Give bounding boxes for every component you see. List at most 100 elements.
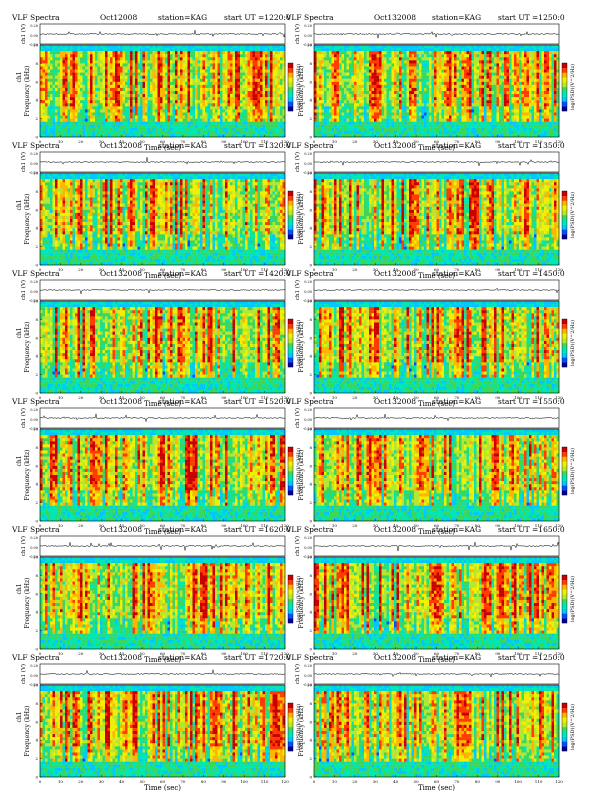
spectrogram-cell <box>185 60 188 63</box>
spectrogram-cell <box>65 106 68 109</box>
spectrogram-cell <box>115 119 118 122</box>
spectrogram-cell <box>48 97 51 100</box>
spectrogram-cell <box>173 119 176 122</box>
spectrogram-cell <box>188 88 191 91</box>
spectrogram-cell <box>128 85 131 88</box>
spectrogram-cell <box>60 76 63 79</box>
spectrogram-cell <box>240 119 243 122</box>
spectrogram-cell <box>45 66 48 69</box>
spectrogram-cell <box>230 91 233 94</box>
spectrogram-cell <box>43 122 46 125</box>
spectrogram-cell <box>53 88 56 91</box>
spectrogram-cell <box>80 134 83 137</box>
spectrogram-cell <box>195 94 198 97</box>
spectrogram-cell <box>170 76 173 79</box>
spectrogram-cell <box>75 82 78 85</box>
spectrogram-cell <box>203 125 206 128</box>
spectrogram-cell <box>153 106 156 109</box>
spectrogram-cell <box>163 51 166 54</box>
spectrogram-cell <box>168 63 171 66</box>
spectrogram-cell <box>145 128 148 131</box>
spectrogram-cell <box>95 103 98 106</box>
spectrogram-cell <box>148 100 151 103</box>
spectrogram-cell <box>230 97 233 100</box>
spectrogram-cell <box>120 76 123 79</box>
spectrogram-cell <box>110 85 113 88</box>
spectrogram-cell <box>80 94 83 97</box>
spectrogram-cell <box>105 94 108 97</box>
spectrogram-cell <box>155 66 158 69</box>
spectrogram-cell <box>45 70 48 73</box>
spectrogram-cell <box>78 91 81 94</box>
spectrogram-cell <box>78 60 81 63</box>
spectrogram-cell <box>63 48 66 51</box>
spectrogram-cell <box>68 76 71 79</box>
spectrogram-cell <box>163 63 166 66</box>
spectrogram-cell <box>228 109 231 112</box>
spectrogram-cell <box>73 100 76 103</box>
spectrogram-cell <box>165 134 168 137</box>
spectrogram-cell <box>238 125 241 128</box>
spectrogram-cell <box>145 45 148 48</box>
spectrogram-cell <box>173 91 176 94</box>
spectrogram-cell <box>178 106 181 109</box>
spectrogram-cell <box>130 54 133 57</box>
spectrogram-cell <box>233 106 236 109</box>
spectrogram-cell <box>68 116 71 119</box>
spectrogram-cell <box>208 70 211 73</box>
spectrogram-cell <box>230 131 233 134</box>
spectrogram-cell <box>153 60 156 63</box>
spectrogram-cell <box>220 54 223 57</box>
spectrogram-cell <box>135 63 138 66</box>
spectrogram-cell <box>158 106 161 109</box>
spectrogram-cell <box>65 88 68 91</box>
spectrogram-cell <box>60 57 63 60</box>
spectrogram-cell <box>153 45 156 48</box>
spectrogram-cell <box>160 91 163 94</box>
spectrogram-cell <box>220 106 223 109</box>
spectrogram-cell <box>78 48 81 51</box>
spectrogram-cell <box>223 91 226 94</box>
spectrogram-cell <box>180 54 183 57</box>
spectrogram-cell <box>43 103 46 106</box>
spectrogram-cell <box>110 63 113 66</box>
spectrogram-cell <box>160 51 163 54</box>
spectrogram-cell <box>215 70 218 73</box>
spectrogram-cell <box>223 70 226 73</box>
spectrogram-cell <box>140 128 143 131</box>
spectrogram-cell <box>125 66 128 69</box>
spectrogram-cell <box>85 97 88 100</box>
spectrogram-cell <box>78 54 81 57</box>
spectrogram-cell <box>163 57 166 60</box>
spectrogram-cell <box>90 100 93 103</box>
spectrogram-cell <box>103 45 106 48</box>
spectrogram-cell <box>185 125 188 128</box>
spectrogram-cell <box>153 122 156 125</box>
spectrogram-cell <box>230 112 233 115</box>
spectrogram-cell <box>43 76 46 79</box>
spectrogram-cell <box>53 94 56 97</box>
spectrogram-cell <box>160 63 163 66</box>
spectrogram-cell <box>215 97 218 100</box>
spectrogram-cell <box>175 85 178 88</box>
spectrogram-cell <box>73 125 76 128</box>
spectrogram-cell <box>143 60 146 63</box>
spectrogram-cell <box>165 97 168 100</box>
spectrogram-cell <box>210 103 213 106</box>
spectrogram-cell <box>158 45 161 48</box>
spectrogram-cell <box>190 97 193 100</box>
spectrogram-cell <box>88 66 91 69</box>
spectrogram-cell <box>230 82 233 85</box>
spectrogram-cell <box>165 100 168 103</box>
spectrogram-cell <box>235 85 238 88</box>
spectrogram-cell <box>210 134 213 137</box>
spectrogram-cell <box>70 122 73 125</box>
spectrogram-cell <box>215 51 218 54</box>
spectrogram-cell <box>40 100 43 103</box>
spectrogram-cell <box>213 88 216 91</box>
spectrogram-cell <box>88 94 91 97</box>
spectrogram-cell <box>193 106 196 109</box>
spectrogram-cell <box>213 45 216 48</box>
spectrogram-cell <box>110 66 113 69</box>
spectrogram-cell <box>230 79 233 82</box>
